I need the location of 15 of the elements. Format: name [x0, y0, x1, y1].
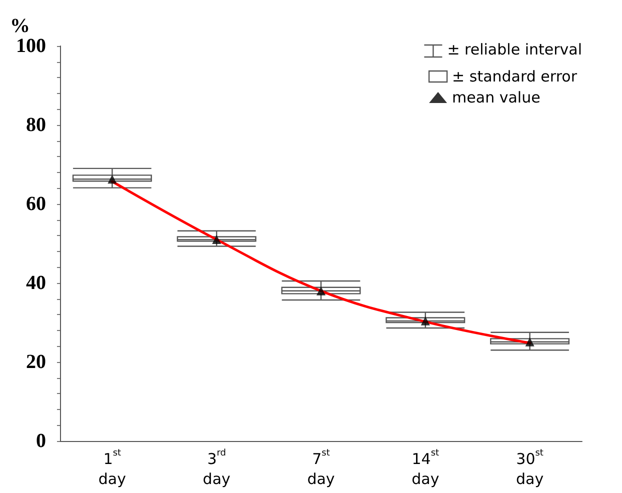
y-tick-label: 60: [26, 193, 46, 215]
y-tick-label: 40: [26, 272, 46, 294]
point: [316, 286, 326, 296]
point: [525, 337, 534, 346]
point: [108, 174, 117, 184]
y-tick-label: 20: [26, 351, 46, 373]
point: [212, 235, 222, 244]
y-tick-label: 100: [16, 35, 46, 57]
point: [420, 316, 430, 326]
annotation: ± reliable interval: [447, 40, 582, 58]
y-tick-label: 0: [36, 430, 46, 452]
y-axis-title: %: [10, 15, 30, 38]
legend-label: ± standard error: [452, 68, 578, 86]
y-tick-label: 80: [26, 114, 46, 136]
legend-label: mean value: [452, 88, 540, 106]
